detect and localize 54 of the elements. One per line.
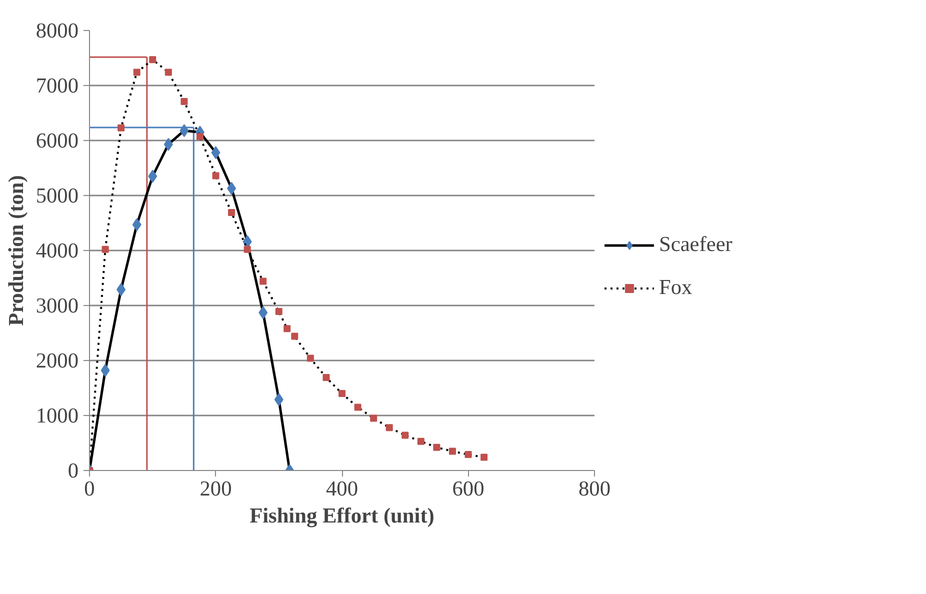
point: [433, 444, 440, 451]
point: [164, 138, 173, 151]
y-tick-label: 1000: [36, 404, 78, 428]
point: [274, 393, 284, 406]
point: [370, 414, 378, 422]
legend-label: Fox: [659, 275, 692, 300]
y-tick-label: 8000: [36, 18, 78, 42]
x-tick-label: 800: [578, 476, 611, 500]
y-tick-label: 4000: [36, 238, 78, 262]
point: [417, 438, 424, 445]
point: [354, 404, 362, 411]
y-tick-label: 0: [68, 458, 79, 482]
point: [244, 246, 251, 253]
point: [322, 374, 330, 382]
point: [180, 124, 189, 138]
point: [260, 278, 267, 285]
point: [258, 306, 268, 320]
point: [448, 448, 456, 455]
point: [306, 354, 314, 362]
x-tick-label: 400: [326, 476, 358, 500]
point: [211, 146, 220, 160]
x-tick-label: 0: [84, 476, 95, 500]
x-tick-label: 600: [452, 476, 484, 500]
point: [275, 308, 282, 316]
point: [402, 432, 409, 439]
point: [102, 246, 109, 253]
x-tick-label: 200: [200, 476, 232, 500]
point: [180, 98, 188, 105]
point: [118, 124, 125, 132]
legend-label: Scaefeer: [659, 232, 732, 257]
y-tick-label: 6000: [36, 128, 78, 152]
point: [291, 332, 298, 340]
y-axis-title: Production (ton): [4, 175, 28, 326]
point: [480, 454, 488, 461]
point: [132, 218, 142, 232]
point: [149, 56, 156, 64]
point: [100, 364, 110, 377]
point: [227, 182, 236, 195]
point: [212, 172, 220, 180]
y-tick-label: 7000: [36, 74, 78, 98]
point: [164, 68, 172, 76]
point: [228, 209, 236, 216]
point: [116, 283, 126, 296]
point: [196, 133, 204, 140]
point: [464, 451, 472, 458]
point: [284, 325, 291, 332]
y-tick-label: 5000: [36, 184, 78, 208]
y-tick-label: 3000: [36, 294, 78, 318]
point: [386, 424, 393, 432]
point: [148, 170, 158, 183]
point: [133, 68, 140, 76]
y-tick-label: 2000: [36, 348, 78, 372]
x-axis-title: Fishing Effort (unit): [250, 504, 434, 528]
point: [338, 390, 346, 397]
